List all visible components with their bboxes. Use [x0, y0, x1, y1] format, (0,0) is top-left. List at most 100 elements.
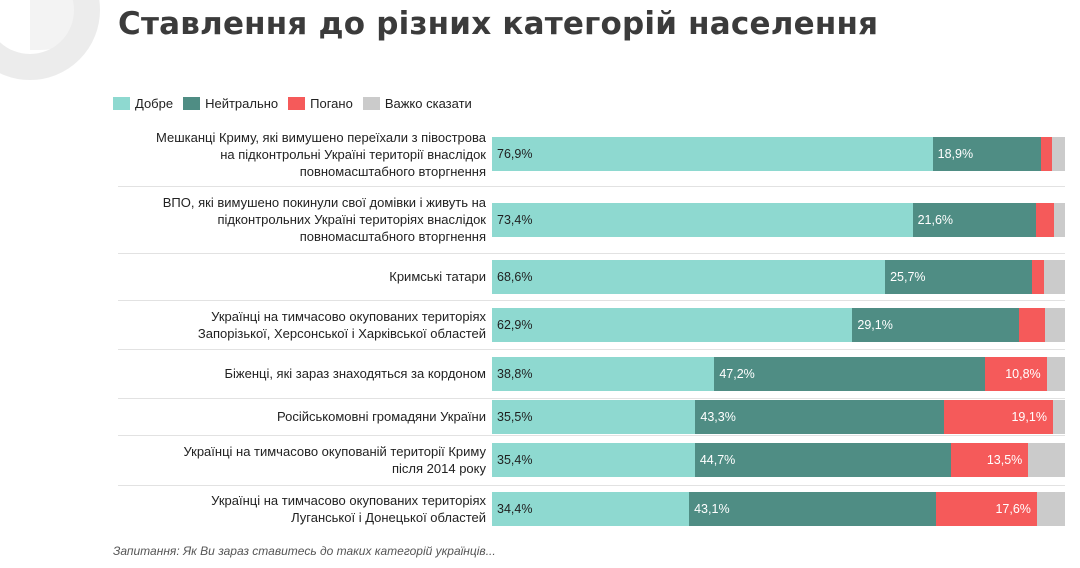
category-label-line: Кримські татари [389, 269, 486, 284]
category-label: Українці на тимчасово окупованій територ… [66, 435, 486, 485]
category-label-line: повномасштабного вторгнення [299, 229, 486, 244]
category-label: Біженці, які зараз знаходяться за кордон… [66, 349, 486, 398]
legend-swatch-bad [288, 97, 306, 110]
row-divider [118, 186, 1065, 187]
data-label: 25,7% [890, 269, 926, 284]
bar-segment-hard [1043, 259, 1065, 294]
data-label: 13,5% [986, 453, 1023, 467]
category-label-line: підконтрольних Україні територіях внаслі… [217, 212, 486, 227]
category-label-line: після 2014 року [392, 461, 486, 476]
bar-segment-good: 73,4% [492, 202, 913, 237]
bar-segment-neutral: 43,1% [689, 491, 937, 526]
stacked-bar: 35,5% 43,3% 19,1% [492, 399, 1065, 434]
bar-segment-good: 62,9% [492, 307, 853, 342]
data-label: 43,1% [694, 501, 730, 516]
bar-segment-neutral: 21,6% [912, 202, 1037, 237]
category-label: Мешканці Криму, які вимушено переїхали з… [66, 122, 486, 186]
bar-segment-hard [1044, 307, 1065, 342]
category-label: Українці на тимчасово окупованих територ… [66, 485, 486, 532]
chart-row: Кримські татари 68,6% 25,7% [0, 253, 1080, 300]
legend-label-neutral: Нейтрально [205, 96, 279, 111]
legend-swatch-hard [362, 97, 380, 110]
category-label: Кримські татари [66, 253, 486, 300]
stacked-bar: 68,6% 25,7% [492, 259, 1065, 294]
chart-row: Російськомовні громадяни України 35,5% 43,… [0, 398, 1080, 435]
chart-title: Ставлення до різних категорій населення [118, 6, 879, 42]
data-label: 35,4% [497, 453, 533, 467]
bar-segment-good: 35,4% [492, 443, 695, 477]
data-label: 38,8% [497, 366, 533, 381]
data-label: 47,2% [719, 366, 755, 381]
legend-swatch-neutral [183, 97, 201, 110]
row-divider [118, 349, 1065, 350]
bar-segment-bad: 17,6% [936, 491, 1037, 526]
stacked-bar: 34,4% 43,1% 17,6% [492, 491, 1065, 526]
bar-segment-neutral: 25,7% [885, 259, 1033, 294]
legend-label-hard: Важко сказати [384, 96, 472, 111]
row-divider [118, 398, 1065, 399]
bar-segment-neutral: 47,2% [714, 356, 985, 391]
bar-segment-hard [1028, 443, 1065, 477]
chart-row: Українці на тимчасово окупованій територ… [0, 435, 1080, 485]
category-label-line: Запорізької, Херсонської і Харківської о… [197, 325, 486, 341]
category-label-line: Українці на тимчасово окупованих територ… [211, 492, 486, 508]
category-label-line: Мешканці Криму, які вимушено переїхали з… [156, 129, 486, 145]
stacked-bar: 73,4% 21,6% [492, 202, 1065, 237]
category-label-line: Біженці, які зараз знаходяться за кордон… [224, 366, 486, 381]
data-label: 29,1% [857, 317, 893, 332]
chart-row: ВПО, які вимушено покинули свої домівки … [0, 186, 1080, 253]
data-label: 76,9% [497, 147, 533, 161]
footnote: Запитання: Як Ви зараз ставитесь до таки… [113, 544, 496, 558]
bar-segment-neutral: 43,3% [695, 399, 944, 434]
bar-segment-neutral: 44,7% [694, 443, 951, 477]
bar-segment-bad [1036, 202, 1054, 237]
bar-segment-good: 38,8% [492, 356, 715, 391]
data-label: 68,6% [497, 269, 533, 284]
category-label-line: на підконтрольні Україні території внасл… [220, 146, 486, 162]
category-label-line: Луганської і Донецької областей [291, 509, 486, 525]
category-label: Російськомовні громадяни України [66, 398, 486, 435]
data-label: 62,9% [497, 317, 533, 332]
stacked-bar: 62,9% 29,1% [492, 307, 1065, 342]
bar-segment-good: 35,5% [492, 399, 696, 434]
legend-item-hard: Важко сказати [362, 96, 472, 111]
bar-segment-bad [1040, 137, 1053, 171]
stacked-bar: 76,9% 18,9% [492, 137, 1065, 171]
legend-label-good: Добре [135, 96, 174, 111]
category-label: Українці на тимчасово окупованих територ… [66, 300, 486, 349]
bar-segment-bad: 13,5% [950, 443, 1029, 477]
data-label: 10,8% [1005, 366, 1041, 381]
category-label: ВПО, які вимушено покинули свої домівки … [66, 186, 486, 253]
bar-segment-good: 34,4% [492, 491, 690, 526]
data-label: 44,7% [699, 453, 736, 467]
stacked-bar: 35,4% 44,7% 13,5% [492, 443, 1065, 477]
bar-segment-hard [1036, 491, 1065, 526]
category-label-line: Російськомовні громадяни України [277, 409, 486, 424]
chart-row: Мешканці Криму, які вимушено переїхали з… [0, 122, 1080, 186]
chart-row: Українці на тимчасово окупованих територ… [0, 485, 1080, 532]
category-label-line: ВПО, які вимушено покинули свої домівки … [162, 195, 486, 210]
bar-segment-bad: 10,8% [984, 356, 1047, 391]
bar-segment-good: 76,9% [492, 137, 933, 171]
legend-item-good: Добре [113, 96, 173, 111]
data-label: 43,3% [700, 409, 736, 424]
legend-item-neutral: Нейтрально [183, 96, 278, 111]
bar-segment-hard [1052, 137, 1065, 171]
bar-segment-hard [1052, 399, 1065, 434]
bar-segment-neutral: 29,1% [852, 307, 1020, 342]
data-label: 73,4% [497, 212, 533, 227]
bar-segment-hard [1053, 202, 1065, 237]
decorative-arc [0, 0, 100, 80]
row-divider [118, 300, 1065, 301]
data-label: 19,1% [1011, 409, 1047, 424]
data-label: 18,9% [937, 147, 974, 161]
data-label: 21,6% [917, 212, 954, 227]
chart-row: Українці на тимчасово окупованих територ… [0, 300, 1080, 349]
bar-segment-bad [1032, 259, 1044, 294]
row-divider [118, 253, 1065, 254]
bar-segment-good: 68,6% [492, 259, 886, 294]
legend-item-bad: Погано [288, 96, 353, 111]
row-divider [118, 435, 1065, 436]
bar-segment-bad [1019, 307, 1045, 342]
data-label: 35,5% [497, 409, 533, 424]
